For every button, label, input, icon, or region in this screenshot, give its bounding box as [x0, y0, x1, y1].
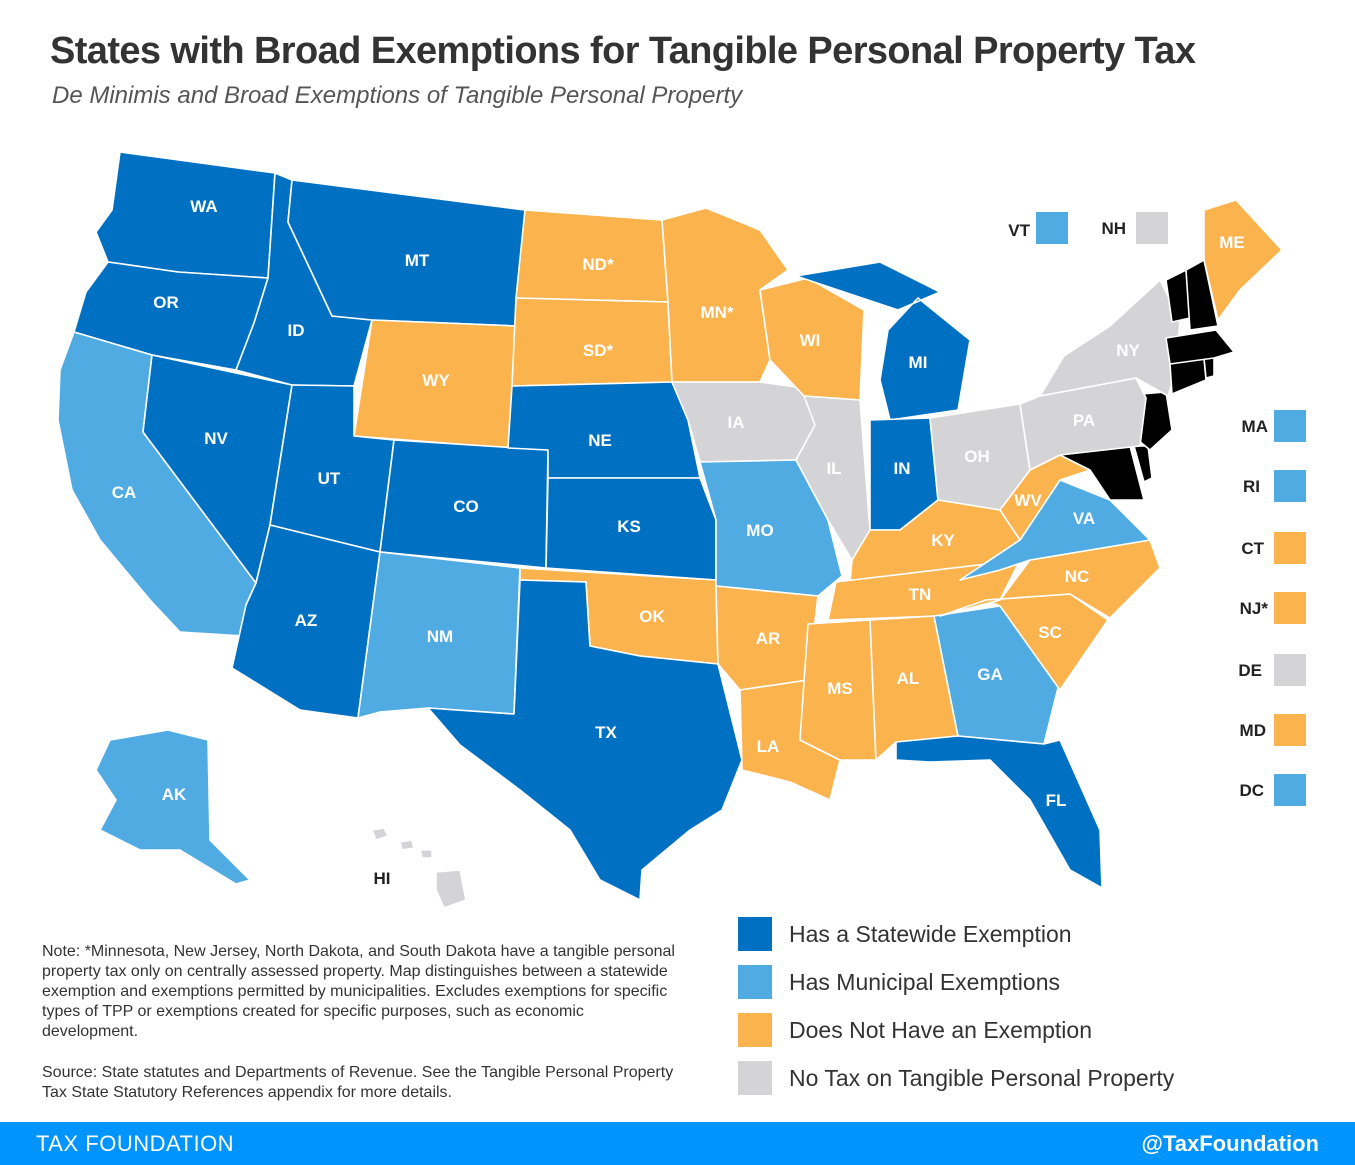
label-PA: PA	[1073, 411, 1095, 430]
label-KY: KY	[931, 531, 955, 550]
legend-swatch	[738, 917, 772, 951]
label-AZ: AZ	[295, 611, 318, 630]
footer-bar: TAX FOUNDATION @TaxFoundation	[0, 1122, 1355, 1165]
state-IL[interactable]	[795, 395, 871, 561]
label-NY: NY	[1116, 341, 1140, 360]
label-ND: ND*	[582, 255, 614, 274]
small-label-NH: NH	[1101, 219, 1126, 238]
label-WI: WI	[800, 331, 821, 350]
small-swatch-MA	[1274, 410, 1306, 442]
legend-label: Has Municipal Exemptions	[789, 968, 1061, 995]
label-IN: IN	[894, 459, 911, 478]
state-FL[interactable]	[895, 735, 1103, 889]
label-FL: FL	[1046, 791, 1067, 810]
small-label-VT: VT	[1008, 221, 1030, 240]
label-TN: TN	[909, 585, 932, 604]
label-MO: MO	[746, 521, 773, 540]
state-AK[interactable]	[95, 729, 251, 885]
label-MN: MN*	[700, 303, 733, 322]
label-AR: AR	[756, 629, 781, 648]
label-KS: KS	[617, 517, 641, 536]
legend-swatch	[738, 965, 772, 999]
label-ID: ID	[288, 321, 305, 340]
state-NC[interactable]	[939, 539, 1161, 619]
label-NV: NV	[204, 429, 228, 448]
small-label-CT: CT	[1241, 539, 1264, 558]
small-swatch-CT	[1274, 532, 1306, 564]
state-GA[interactable]	[933, 605, 1061, 745]
label-GA: GA	[977, 665, 1003, 684]
legend-swatch	[738, 1013, 772, 1047]
label-MI: MI	[909, 353, 928, 372]
label-AL: AL	[897, 669, 920, 688]
label-IA: IA	[728, 413, 745, 432]
label-ME: ME	[1219, 233, 1245, 252]
legend-item-statewide: Has a Statewide Exemption	[738, 917, 1174, 951]
small-label-DE: DE	[1238, 661, 1262, 680]
small-swatch-DE	[1274, 654, 1306, 686]
label-SC: SC	[1038, 623, 1062, 642]
label-VA: VA	[1073, 509, 1095, 528]
small-swatch-VT	[1036, 212, 1068, 244]
page-title: States with Broad Exemptions for Tangibl…	[50, 30, 1196, 72]
label-NM: NM	[427, 627, 453, 646]
small-swatch-RI	[1274, 470, 1306, 502]
label-IL: IL	[826, 459, 841, 478]
label-CA: CA	[112, 483, 137, 502]
label-WV: WV	[1014, 491, 1042, 510]
label-OR: OR	[153, 293, 179, 312]
us-map: WA OR CA NV ID MT WY UT AZ CO NM ND* SD*…	[57, 151, 1306, 909]
label-NE: NE	[588, 431, 612, 450]
state-MI[interactable]	[795, 261, 971, 421]
small-label-MD: MD	[1240, 721, 1266, 740]
legend-item-municipal: Has Municipal Exemptions	[738, 965, 1174, 999]
legend: Has a Statewide Exemption Has Municipal …	[738, 917, 1175, 1110]
small-label-DC: DC	[1239, 781, 1264, 800]
label-OK: OK	[639, 607, 665, 626]
small-swatch-DC	[1274, 774, 1306, 806]
state-HI[interactable]	[371, 827, 467, 909]
legend-item-none: Does Not Have an Exemption	[738, 1013, 1174, 1047]
label-NC: NC	[1065, 567, 1090, 586]
source-note: Source: State statutes and Departments o…	[42, 1064, 674, 1101]
page-subtitle: De Minimis and Broad Exemptions of Tangi…	[52, 82, 743, 109]
state-DE[interactable]	[1133, 445, 1153, 483]
state-NH[interactable]	[1185, 259, 1219, 331]
small-swatch-MD	[1274, 714, 1306, 746]
label-WA: WA	[190, 197, 217, 216]
small-swatch-NJ	[1274, 592, 1306, 624]
legend-label: No Tax on Tangible Personal Property	[789, 1064, 1175, 1091]
state-WA[interactable]	[95, 151, 276, 279]
legend-label: Has a Statewide Exemption	[789, 920, 1072, 947]
small-label-NJ: NJ*	[1240, 599, 1269, 618]
label-SD: SD*	[583, 341, 614, 360]
legend-label: Does Not Have an Exemption	[789, 1016, 1092, 1043]
label-AK: AK	[162, 785, 187, 804]
label-CO: CO	[453, 497, 479, 516]
label-WY: WY	[422, 371, 450, 390]
small-label-RI: RI	[1243, 477, 1260, 496]
state-NY[interactable]	[1039, 279, 1181, 397]
label-HI: HI	[374, 869, 391, 888]
footnote: Note: *Minnesota, New Jersey, North Dako…	[42, 943, 675, 1040]
state-MS[interactable]	[799, 619, 877, 761]
label-MS: MS	[827, 679, 853, 698]
state-MA[interactable]	[1165, 329, 1235, 365]
label-MT: MT	[405, 251, 430, 270]
twitter-handle[interactable]: @TaxFoundation	[1141, 1131, 1319, 1156]
state-ME[interactable]	[1203, 199, 1283, 321]
label-OH: OH	[964, 447, 990, 466]
legend-swatch	[738, 1061, 772, 1095]
label-UT: UT	[318, 469, 341, 488]
label-TX: TX	[595, 723, 617, 742]
label-LA: LA	[757, 737, 780, 756]
state-TX[interactable]	[427, 579, 743, 901]
legend-item-notax: No Tax on Tangible Personal Property	[738, 1061, 1175, 1095]
small-swatch-NH	[1136, 212, 1168, 244]
brand-name: TAX FOUNDATION	[36, 1131, 235, 1156]
small-label-MA: MA	[1242, 417, 1268, 436]
